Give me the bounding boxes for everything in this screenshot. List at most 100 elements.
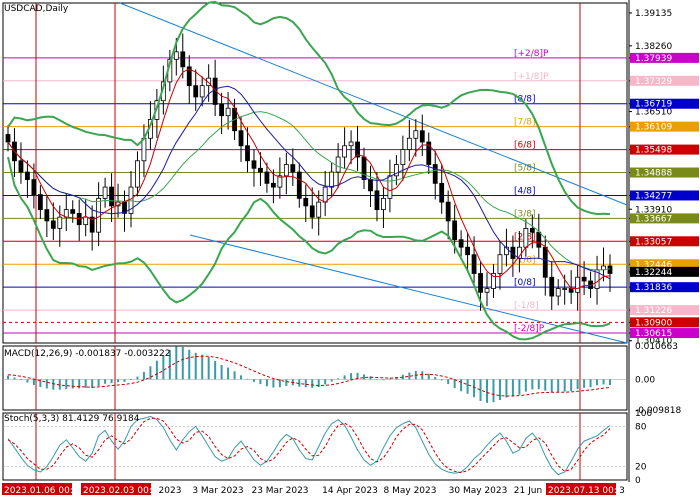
- macd-bar: [207, 356, 210, 380]
- price-badge-label: 1.37329: [635, 77, 672, 87]
- price-badge: [630, 282, 699, 293]
- candle-body: [575, 276, 581, 293]
- candle-body: [368, 179, 373, 192]
- macd-bar: [278, 379, 281, 388]
- candle-body: [329, 171, 335, 188]
- macd-tick-label: -0.009818: [635, 406, 681, 416]
- macd-bar: [596, 379, 599, 386]
- macd-bar: [117, 379, 120, 383]
- x-date-badge: [81, 483, 151, 495]
- macd-bar: [473, 379, 476, 398]
- price-badge: [630, 75, 699, 86]
- macd-bar: [609, 379, 611, 386]
- macd-bar: [363, 374, 366, 380]
- candle-body: [322, 186, 328, 203]
- macd-bar: [311, 379, 314, 388]
- ma-slow: [7, 85, 611, 280]
- macd-bar: [369, 376, 372, 380]
- price-tick-label: 1.38260: [635, 42, 672, 52]
- macd-bar: [259, 379, 262, 385]
- macd-bar: [265, 379, 268, 387]
- price-badge: [630, 317, 699, 328]
- murrey-label: [0/8]: [514, 278, 536, 288]
- murrey-label: [3/8]: [514, 209, 536, 219]
- macd-bar: [220, 365, 223, 380]
- macd-panel: 0.010663 0.00 -0.009818: [3, 342, 681, 416]
- price-badge-label: 1.33057: [635, 237, 672, 247]
- candle-body: [57, 216, 63, 229]
- macd-bar: [181, 346, 184, 380]
- macd-bar: [317, 379, 320, 387]
- candle-body: [309, 205, 315, 218]
- macd-bar: [136, 376, 139, 380]
- candle-body: [478, 273, 483, 293]
- macd-bar: [129, 379, 132, 381]
- ma-fast: [7, 68, 611, 289]
- macd-bar: [39, 379, 42, 387]
- stoch-tick-label: 20: [635, 463, 647, 473]
- macd-bar: [544, 379, 547, 391]
- channel-upper-line: [119, 2, 628, 206]
- x-date-badge: [546, 483, 616, 495]
- x-tick-label: 14 Apr 2023: [322, 486, 378, 496]
- candle-body: [355, 141, 360, 158]
- candle-body: [219, 104, 225, 117]
- price-badge-label: 1.31226: [635, 306, 672, 316]
- macd-bar: [7, 375, 9, 380]
- macd-bar: [324, 379, 327, 385]
- murrey-label: [-2/8]P: [514, 324, 545, 334]
- murrey-label: [7/8]: [514, 118, 536, 128]
- macd-bar: [110, 379, 113, 384]
- bollinger-lower: [7, 156, 611, 341]
- candle-body: [413, 130, 419, 139]
- macd-bar: [479, 379, 482, 401]
- candle-body: [491, 273, 496, 289]
- macd-bar: [155, 360, 158, 380]
- price-badge-label: 1.36719: [635, 100, 672, 110]
- murrey-label: [4/8]: [514, 186, 536, 196]
- price-badge: [630, 259, 699, 270]
- price-tick-label: 1.30410: [635, 337, 672, 347]
- candle-body: [406, 137, 412, 150]
- stoch-panel: 100 80 20 0: [3, 409, 652, 486]
- stoch-main-line: [7, 415, 611, 476]
- macd-bar: [32, 379, 35, 386]
- candle-body: [445, 201, 451, 222]
- candle-body: [206, 77, 212, 87]
- candle-body: [335, 156, 341, 173]
- candle-body: [419, 130, 425, 143]
- price-tick-label: 1.39135: [635, 9, 672, 19]
- macd-bar: [447, 379, 450, 385]
- candle-body: [135, 160, 140, 188]
- candle-body: [18, 160, 24, 173]
- price-badge: [630, 52, 699, 63]
- candle-body: [555, 288, 561, 297]
- candle-body: [439, 182, 445, 203]
- candle-body: [536, 231, 542, 248]
- price-badge-label: 1.32244: [635, 268, 672, 278]
- bollinger-upper: [7, 0, 611, 216]
- macd-bar: [149, 366, 152, 380]
- price-badge-label: 1.33667: [635, 214, 672, 224]
- candle-body: [251, 160, 257, 169]
- price-badge-label: 1.30615: [635, 329, 672, 339]
- x-date-badge-label: 2023.01.06 00:00: [4, 486, 85, 496]
- price-badge-label: 1.35498: [635, 146, 672, 156]
- x-date-badge-label: 2023.02.03 00:00: [83, 486, 164, 496]
- macd-bar: [97, 379, 100, 386]
- candle-body: [497, 254, 503, 274]
- macd-bar: [388, 378, 391, 380]
- macd-bar: [505, 379, 508, 398]
- macd-bar: [246, 378, 249, 380]
- candle-body: [607, 265, 613, 274]
- macd-bar: [104, 379, 107, 384]
- price-badge: [630, 328, 699, 339]
- macd-bar: [304, 379, 307, 388]
- macd-bar: [537, 379, 540, 390]
- candle-body: [37, 194, 43, 211]
- macd-bar: [531, 379, 534, 390]
- candle-body: [283, 164, 289, 177]
- macd-bar: [71, 379, 74, 389]
- macd-bar: [252, 379, 255, 382]
